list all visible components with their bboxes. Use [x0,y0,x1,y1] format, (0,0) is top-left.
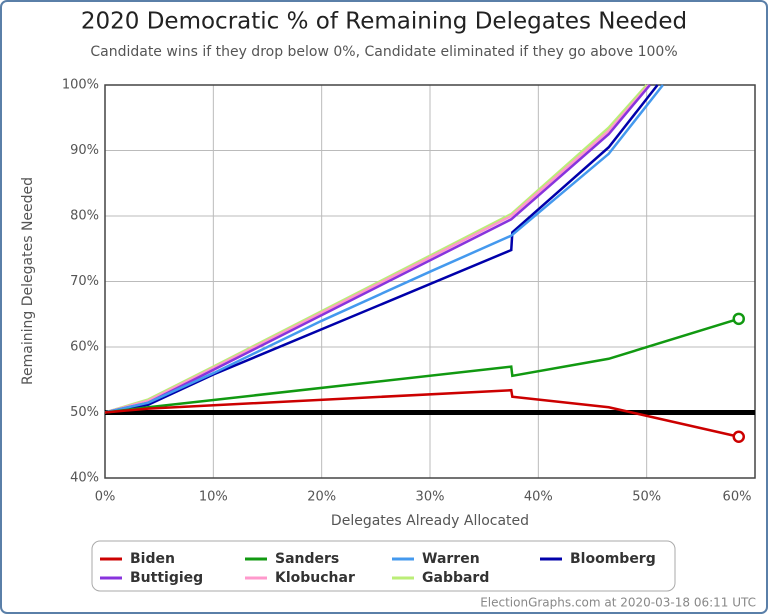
series-line [104,84,650,414]
x-tick-label: 0% [95,490,116,505]
x-tick-label: 10% [199,490,228,505]
y-tick-label: 80% [70,209,99,224]
x-tick-label: 40% [524,490,553,505]
legend-box [91,540,676,592]
legend-label: Sanders [275,551,339,567]
footer: ElectionGraphs.com at 2020-03-18 06:11 U… [480,596,756,610]
x-tick-label: 60% [723,490,752,505]
y-tick-label: 100% [62,78,99,93]
end-marker [732,312,745,326]
y-tick-label: 50% [70,405,99,420]
x-tick-label: 30% [416,490,445,505]
chart-subtitle: Candidate wins if they drop below 0%, Ca… [90,44,677,60]
legend-label: Buttigieg [130,570,203,586]
x-tick-label: 50% [632,490,661,505]
legend-label: Klobuchar [275,570,355,586]
series-layer [104,84,755,443]
x-tick-label: 20% [307,490,336,505]
chart-title: 2020 Democratic % of Remaining Delegates… [81,9,687,35]
x-axis-title: Delegates Already Allocated [331,513,529,529]
y-axis-title: Remaining Delegates Needed [20,177,36,385]
series-line [104,84,664,414]
end-marker [732,430,745,443]
legend-label: Gabbard [422,570,489,586]
legend-label: Bloomberg [570,551,656,567]
legend-label: Biden [130,551,175,567]
y-tick-label: 40% [70,471,99,486]
legend-label: Warren [422,551,480,567]
plot-border [104,84,756,479]
y-tick-label: 90% [70,143,99,158]
series-line [104,388,740,438]
y-tick-label: 70% [70,274,99,289]
y-tick-label: 60% [70,340,99,355]
series-line [104,84,659,414]
